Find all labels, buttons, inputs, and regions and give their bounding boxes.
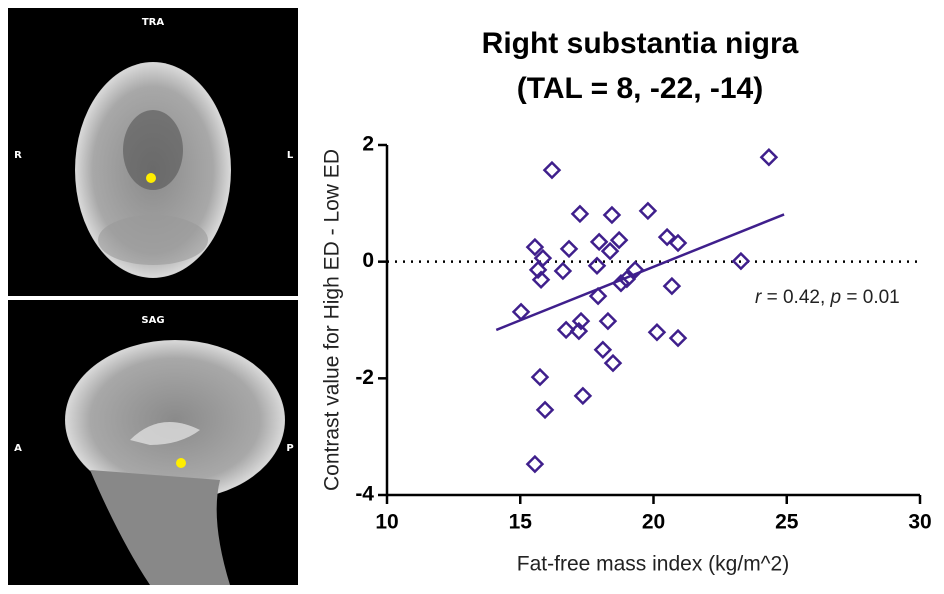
chart-title: (TAL = 8, -22, -14)	[517, 72, 763, 105]
x-axis-label: Fat-free mass index (kg/m^2)	[517, 553, 789, 576]
point	[603, 244, 618, 259]
point	[538, 402, 553, 417]
annotation-part: = 0.01	[841, 287, 900, 308]
x-tick-label: 15	[509, 511, 533, 534]
figure: TRA R L SAG A P Right substantia nigra (…	[0, 0, 944, 589]
side-label: A	[14, 443, 22, 454]
y-tick-label: 2	[362, 133, 374, 156]
sagittal-panel: SAG A P	[8, 300, 298, 585]
point	[761, 150, 776, 165]
transverse-panel: TRA R L	[8, 8, 298, 296]
view-label: SAG	[141, 315, 164, 326]
point	[572, 206, 587, 221]
cerebellum	[98, 215, 208, 265]
point	[605, 356, 620, 371]
point	[527, 457, 542, 472]
point	[544, 163, 559, 178]
side-label: P	[286, 443, 293, 454]
side-label: L	[287, 150, 294, 161]
x-tick-label: 30	[908, 511, 931, 534]
x-tick-label: 25	[775, 511, 799, 534]
point	[671, 331, 686, 346]
annotation-part: = 0.42,	[761, 287, 830, 308]
x-tick-label: 10	[375, 511, 398, 534]
x-tick-label: 20	[642, 511, 665, 534]
page: TRA R L SAG A P Right substantia nigra (…	[0, 0, 944, 594]
point	[640, 203, 655, 218]
point	[604, 208, 619, 223]
annotation: r = 0.42, p = 0.01	[755, 287, 900, 308]
point	[649, 325, 664, 340]
annotation-part: p	[830, 287, 842, 308]
point	[562, 241, 577, 256]
chart-title: Right substantia nigra	[482, 27, 799, 60]
view-label: TRA	[142, 17, 165, 28]
roi-dot	[176, 458, 186, 468]
point	[592, 234, 607, 249]
y-tick-label: -2	[355, 366, 374, 389]
point	[595, 342, 610, 357]
point	[600, 314, 615, 329]
y-tick-label: -4	[355, 483, 374, 506]
point	[590, 258, 605, 273]
point	[575, 388, 590, 403]
y-tick-label: 0	[362, 249, 374, 272]
point	[555, 264, 570, 279]
y-axis-label: Contrast value for High ED - Low ED	[321, 149, 344, 491]
point	[664, 279, 679, 294]
roi-dot	[146, 173, 156, 183]
side-label: R	[14, 150, 22, 161]
point	[532, 370, 547, 385]
point	[612, 233, 627, 248]
